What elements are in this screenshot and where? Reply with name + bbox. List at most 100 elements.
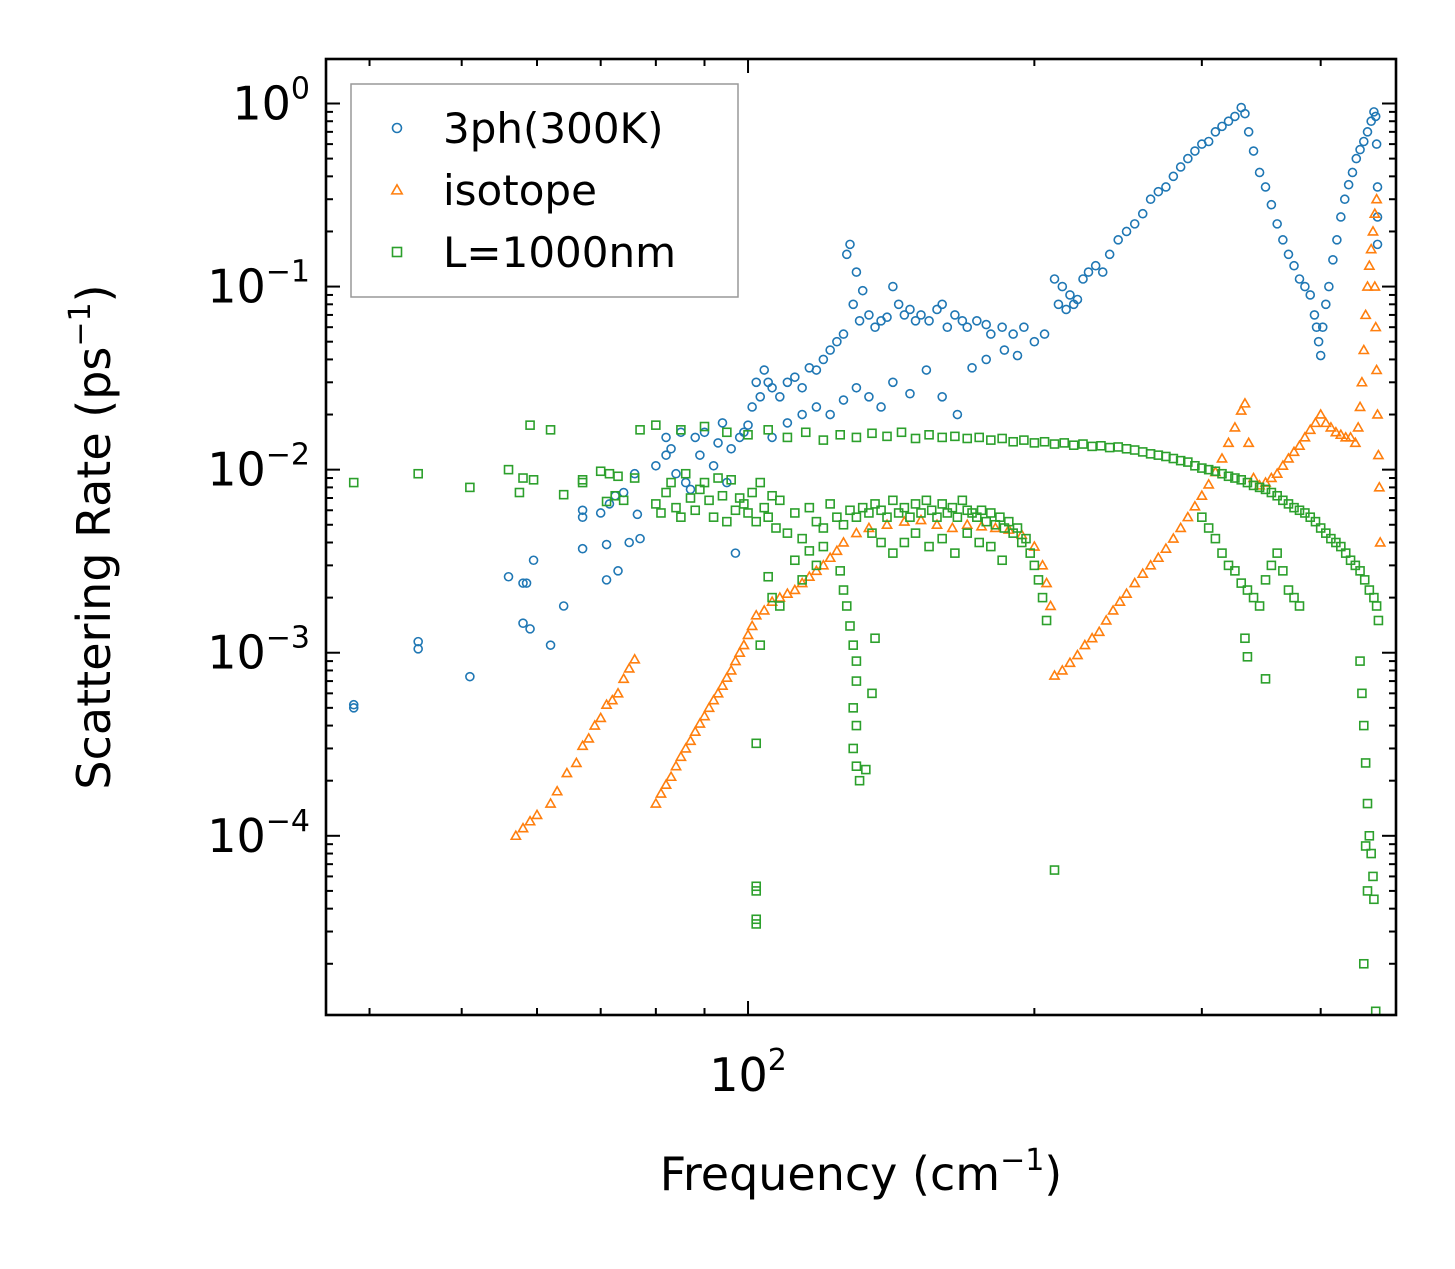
data-point bbox=[1100, 614, 1113, 625]
data-point bbox=[708, 512, 719, 522]
data-point bbox=[961, 518, 974, 530]
data-point bbox=[1190, 146, 1200, 156]
data-point bbox=[1230, 566, 1240, 576]
data-point bbox=[804, 502, 815, 513]
data-point bbox=[1128, 576, 1141, 588]
data-point bbox=[905, 388, 915, 399]
data-point bbox=[747, 402, 757, 412]
data-point bbox=[1049, 274, 1060, 284]
data-point bbox=[674, 750, 687, 762]
data-point bbox=[1365, 242, 1378, 254]
data-point bbox=[1053, 299, 1064, 310]
data-point bbox=[1093, 625, 1106, 637]
data-point bbox=[1078, 274, 1088, 284]
series-2 bbox=[348, 420, 1384, 1015]
data-point bbox=[997, 433, 1007, 444]
data-point bbox=[854, 316, 865, 326]
data-point bbox=[763, 571, 773, 582]
data-point bbox=[743, 430, 753, 440]
data-point bbox=[957, 316, 968, 326]
data-point bbox=[1240, 108, 1250, 119]
data-point bbox=[1175, 455, 1186, 466]
data-point bbox=[577, 477, 588, 488]
data-point bbox=[995, 512, 1005, 522]
data-point bbox=[1029, 336, 1040, 347]
data-point bbox=[905, 512, 915, 522]
data-point bbox=[1271, 467, 1284, 478]
data-point bbox=[525, 624, 535, 634]
data-point bbox=[704, 495, 714, 506]
data-point bbox=[1282, 452, 1295, 463]
data-point bbox=[1152, 551, 1165, 563]
data-point bbox=[1210, 533, 1221, 544]
data-point bbox=[782, 377, 793, 388]
data-point bbox=[867, 688, 877, 699]
data-point bbox=[845, 505, 855, 516]
data-point bbox=[713, 473, 723, 483]
data-point bbox=[997, 555, 1007, 566]
data-point bbox=[1254, 167, 1265, 178]
data-point bbox=[962, 528, 973, 538]
data-point bbox=[1355, 656, 1365, 666]
data-point bbox=[1360, 758, 1371, 768]
data-point bbox=[595, 508, 606, 518]
data-point bbox=[629, 473, 640, 483]
data-point bbox=[851, 761, 862, 771]
data-point bbox=[1104, 249, 1115, 260]
data-point bbox=[514, 487, 525, 498]
data-point bbox=[1313, 336, 1324, 347]
data-point bbox=[1078, 439, 1088, 449]
data-point bbox=[952, 512, 963, 522]
data-point bbox=[838, 395, 849, 405]
data-point bbox=[1223, 471, 1234, 482]
data-point bbox=[986, 508, 996, 518]
data-point bbox=[864, 508, 874, 518]
data-point bbox=[870, 633, 880, 644]
data-point bbox=[972, 316, 982, 326]
data-point bbox=[661, 432, 671, 443]
data-point bbox=[743, 420, 753, 430]
data-point bbox=[1372, 182, 1383, 192]
data-point bbox=[1083, 267, 1094, 277]
tick-labels: 100 10−1 10−2 10−3 10−4 102 bbox=[207, 71, 787, 1102]
data-point bbox=[1039, 329, 1050, 339]
data-point bbox=[1087, 441, 1097, 452]
data-point bbox=[811, 402, 822, 412]
data-point bbox=[1358, 720, 1369, 731]
data-point bbox=[1359, 575, 1370, 585]
x-tick-label: 102 bbox=[709, 1043, 787, 1102]
data-point bbox=[1254, 601, 1265, 611]
data-point bbox=[797, 575, 807, 585]
data-point bbox=[1254, 482, 1265, 493]
data-point bbox=[698, 710, 711, 721]
data-point bbox=[1317, 322, 1328, 332]
data-markers bbox=[348, 102, 1387, 1015]
data-point bbox=[751, 738, 762, 749]
data-point bbox=[1197, 463, 1207, 473]
data-point bbox=[1057, 281, 1068, 292]
data-point bbox=[676, 425, 686, 435]
data-point bbox=[1003, 516, 1014, 527]
data-point bbox=[1242, 436, 1255, 448]
data-point bbox=[924, 316, 934, 326]
data-point bbox=[1210, 466, 1221, 477]
data-point bbox=[690, 505, 701, 516]
data-point bbox=[771, 523, 781, 533]
data-point bbox=[931, 518, 943, 530]
data-point bbox=[825, 409, 835, 420]
data-point bbox=[989, 521, 1002, 533]
data-point bbox=[1236, 475, 1247, 485]
data-point bbox=[1260, 484, 1271, 495]
data-point bbox=[1294, 601, 1305, 611]
data-point bbox=[1369, 894, 1379, 905]
data-point bbox=[661, 450, 671, 460]
data-point bbox=[1188, 500, 1201, 511]
data-point bbox=[1175, 162, 1186, 172]
data-point bbox=[882, 512, 892, 522]
data-point bbox=[974, 432, 984, 443]
data-point bbox=[796, 576, 809, 588]
data-point bbox=[864, 310, 874, 320]
data-point bbox=[1041, 615, 1052, 626]
data-point bbox=[1364, 831, 1375, 841]
